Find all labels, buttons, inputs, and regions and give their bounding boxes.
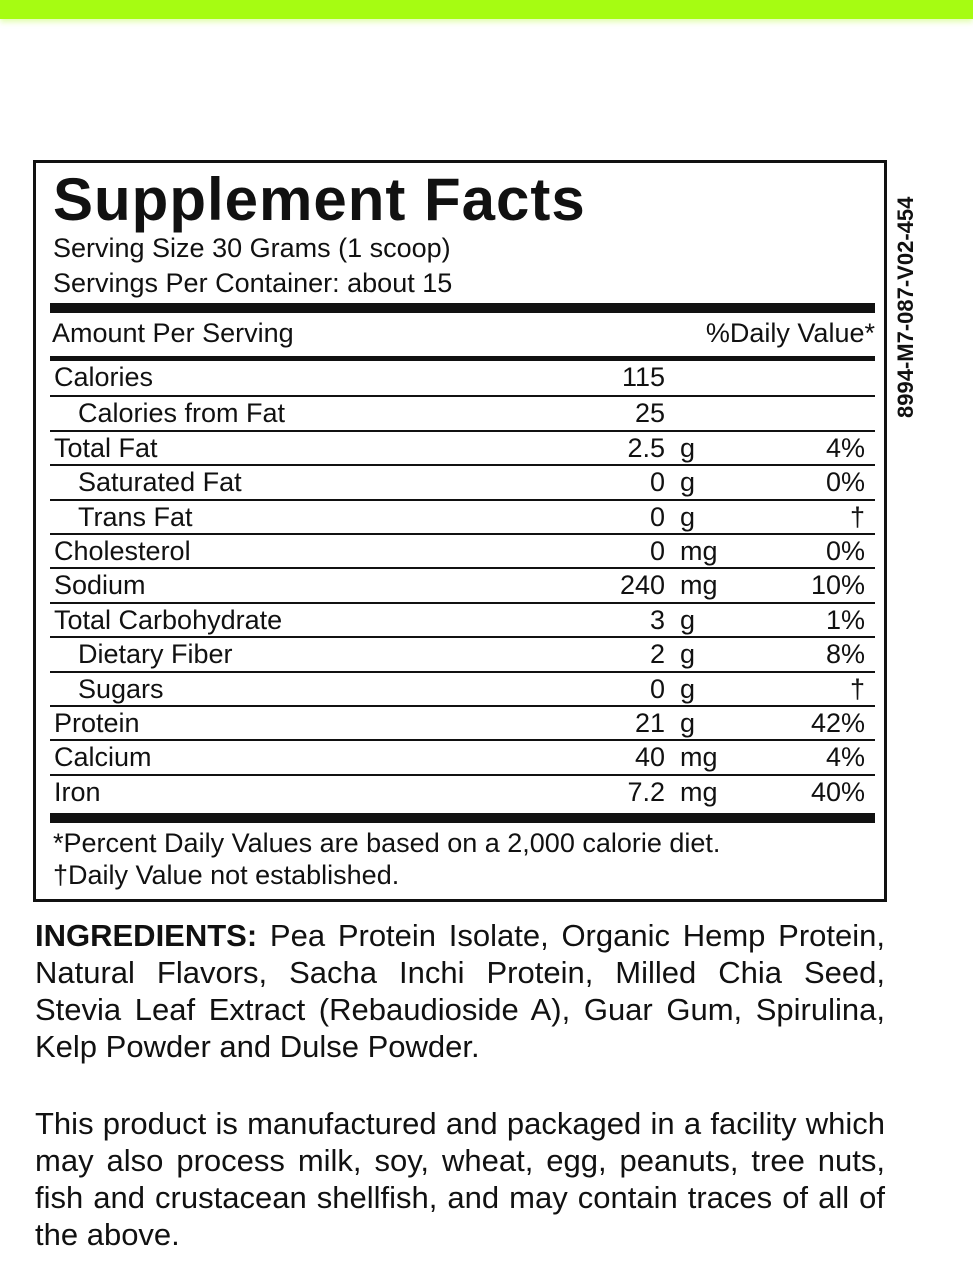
servings-per-container: Servings Per Container: about 15 (53, 268, 453, 298)
nutrient-name: Cholesterol (54, 536, 191, 566)
nutrient-amount: 3 (649, 604, 665, 635)
supplement-facts-panel: Supplement Facts Serving Size 30 Grams (… (33, 160, 887, 902)
top-accent-bar (0, 0, 973, 19)
nutrient-row: Sodium 240 mg 10% (50, 567, 875, 601)
nutrient-row: Calories from Fat 25 (50, 395, 875, 429)
nutrient-unit: g (680, 467, 696, 498)
nutrient-daily-value: 42% (810, 708, 865, 738)
nutrient-daily-value: † (849, 501, 865, 532)
dv-header: %Daily Value* (705, 318, 875, 348)
nutrient-row: Sugars 0 g † (50, 670, 875, 705)
divider-medium (50, 356, 875, 361)
nutrient-row: Total Carbohydrate 3 g 1% (50, 601, 875, 636)
nutrient-unit: g (680, 673, 696, 704)
divider-thick-bottom (50, 813, 875, 823)
nutrient-daily-value: 4% (825, 432, 865, 463)
nutrient-row: Saturated Fat 0 g 0% (50, 464, 875, 498)
nutrient-unit: g (680, 432, 696, 463)
product-code: 8994-M7-087-V02-454 (893, 196, 918, 418)
nutrient-name: Calories from Fat (78, 398, 286, 429)
nutrient-name: Saturated Fat (78, 467, 242, 498)
nutrient-name: Sugars (78, 673, 164, 704)
nutrient-daily-value: 8% (825, 639, 865, 670)
nutrient-unit: g (680, 604, 696, 635)
panel-title: Supplement Facts (53, 166, 586, 233)
nutrient-amount: 0 (649, 536, 665, 566)
nutrient-amount: 2 (649, 639, 665, 670)
nutrient-amount: 2.5 (627, 432, 665, 463)
ingredients-paragraph: INGREDIENTS: Pea Protein Isolate, Organi… (35, 917, 885, 1065)
nutrient-unit: mg (680, 742, 718, 773)
nutrient-daily-value: 4% (825, 742, 865, 773)
nutrient-row: Calories 115 (50, 361, 875, 395)
ingredients-label: INGREDIENTS: (35, 918, 258, 953)
nutrient-daily-value: 1% (825, 604, 865, 635)
nutrient-name: Iron (54, 776, 101, 807)
nutrient-unit: g (680, 639, 696, 670)
nutrient-name: Sodium (54, 570, 146, 601)
serving-size: Serving Size 30 Grams (1 scoop) (53, 233, 451, 263)
nutrient-unit: mg (680, 776, 718, 807)
nutrient-row: Dietary Fiber 2 g 8% (50, 636, 875, 670)
nutrient-amount: 240 (619, 570, 665, 601)
nutrient-name: Total Carbohydrate (54, 604, 283, 635)
nutrient-unit: mg (680, 536, 718, 566)
nutrient-name: Trans Fat (78, 501, 193, 532)
nutrient-amount: 115 (621, 362, 665, 392)
allergen-statement: This product is manufactured and package… (35, 1106, 885, 1252)
nutrient-row: Total Fat 2.5 g 4% (50, 429, 875, 464)
nutrient-daily-value: 0% (825, 536, 865, 566)
nutrient-daily-value: † (849, 673, 865, 704)
nutrient-amount: 0 (649, 501, 665, 532)
nutrient-name: Dietary Fiber (78, 639, 233, 670)
nutrient-amount: 0 (649, 467, 665, 498)
nutrient-unit: mg (680, 570, 718, 601)
footnote-dagger: †Daily Value not established. (53, 860, 400, 890)
nutrient-unit: g (680, 501, 696, 532)
amount-header: Amount Per Serving (52, 318, 294, 348)
nutrient-name: Calories (54, 362, 154, 392)
nutrient-row: Protein 21 g 42% (50, 705, 875, 739)
nutrient-amount: 40 (634, 742, 665, 773)
nutrient-amount: 0 (649, 673, 665, 704)
nutrient-unit: g (680, 708, 696, 738)
nutrient-row: Trans Fat 0 g † (50, 498, 875, 533)
nutrient-daily-value: 0% (825, 467, 865, 498)
nutrient-row: Calcium 40 mg 4% (50, 739, 875, 773)
nutrient-daily-value: 10% (810, 570, 865, 601)
nutrient-name: Total Fat (54, 432, 158, 463)
nutrient-daily-value: 40% (810, 776, 865, 807)
nutrient-row: Iron 7.2 mg 40% (50, 773, 875, 808)
divider-thick (50, 303, 875, 313)
nutrient-name: Calcium (54, 742, 152, 773)
ingredients-text: Pea Protein Isolate, Organic Hemp Protei… (35, 918, 885, 1064)
nutrient-name: Protein (54, 708, 140, 738)
footnote-dv: *Percent Daily Values are based on a 2,0… (53, 828, 721, 858)
nutrient-amount: 7.2 (627, 776, 665, 807)
nutrient-amount: 21 (634, 708, 665, 738)
nutrient-amount: 25 (634, 398, 665, 429)
nutrient-row: Cholesterol 0 mg 0% (50, 533, 875, 567)
